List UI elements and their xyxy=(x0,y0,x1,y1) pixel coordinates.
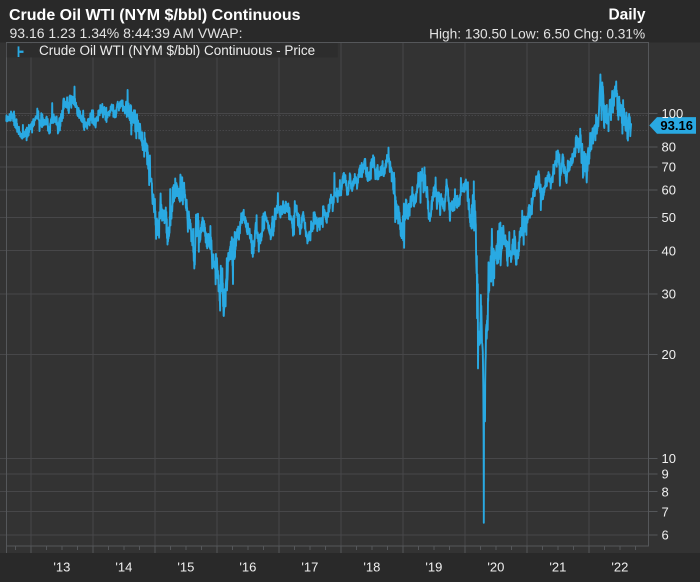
svg-text:'16: '16 xyxy=(239,560,256,575)
svg-text:'15: '15 xyxy=(177,560,194,575)
svg-text:6: 6 xyxy=(662,527,669,542)
svg-text:20: 20 xyxy=(662,347,676,362)
svg-text:7: 7 xyxy=(662,504,669,519)
svg-text:'21: '21 xyxy=(549,560,566,575)
svg-text:10: 10 xyxy=(662,451,676,466)
svg-text:60: 60 xyxy=(662,183,676,198)
svg-text:'14: '14 xyxy=(115,560,132,575)
svg-text:High: 130.50 Low: 6.50 Chg: 0.: High: 130.50 Low: 6.50 Chg: 0.31% xyxy=(429,26,645,41)
svg-text:'13: '13 xyxy=(53,560,70,575)
svg-text:Daily: Daily xyxy=(608,7,645,24)
svg-text:70: 70 xyxy=(662,160,676,175)
svg-text:50: 50 xyxy=(662,210,676,225)
svg-text:30: 30 xyxy=(662,286,676,301)
svg-text:9: 9 xyxy=(662,467,669,482)
svg-text:'18: '18 xyxy=(363,560,380,575)
svg-text:93.16: 93.16 xyxy=(660,118,693,133)
svg-text:'20: '20 xyxy=(487,560,504,575)
svg-text:8: 8 xyxy=(662,484,669,499)
svg-text:'19: '19 xyxy=(425,560,442,575)
svg-text:Crude Oil WTI (NYM $/bbl) Cont: Crude Oil WTI (NYM $/bbl) Continuous xyxy=(9,7,301,24)
svg-text:'22: '22 xyxy=(611,560,628,575)
svg-text:80: 80 xyxy=(662,140,676,155)
svg-text:Crude Oil WTI (NYM $/bbl) Cont: Crude Oil WTI (NYM $/bbl) Continuous - P… xyxy=(39,43,315,58)
svg-text:93.16 1.23 1.34% 8:44:39 AM VW: 93.16 1.23 1.34% 8:44:39 AM VWAP: xyxy=(10,25,243,41)
svg-text:100: 100 xyxy=(662,106,684,121)
svg-text:40: 40 xyxy=(662,243,676,258)
svg-text:'17: '17 xyxy=(301,560,318,575)
